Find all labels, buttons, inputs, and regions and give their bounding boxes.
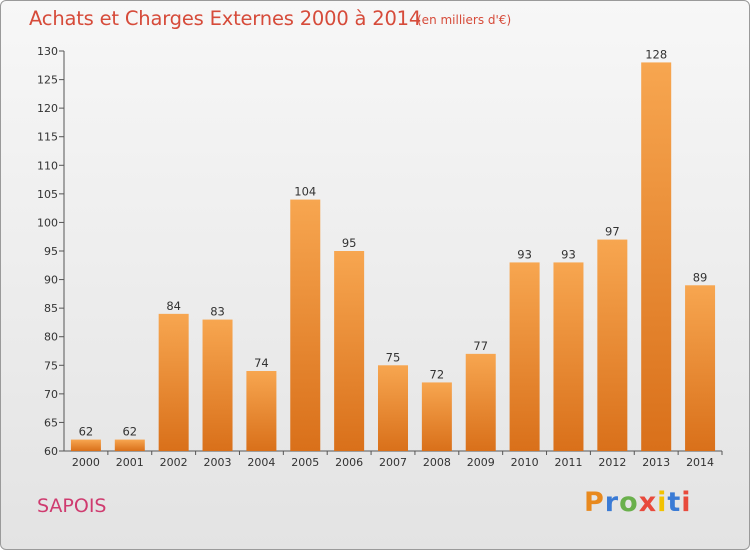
bar-2014 bbox=[685, 285, 716, 451]
bar-2011 bbox=[553, 262, 584, 451]
y-tick-label: 125 bbox=[37, 74, 58, 87]
labels: 62 62 84 83 74 104 95 75 72 77 93 93 97 128 89 bbox=[79, 47, 708, 438]
y-tick-label: 105 bbox=[37, 188, 58, 201]
x-tick-label: 2010 bbox=[511, 456, 539, 469]
value-label-2003: 83 bbox=[210, 305, 225, 319]
bar-2006 bbox=[334, 251, 365, 451]
value-label-2008: 72 bbox=[430, 367, 445, 381]
x-tick-label: 2008 bbox=[423, 456, 451, 469]
y-tick-label: 75 bbox=[44, 359, 58, 372]
x-tick-label: 2007 bbox=[379, 456, 407, 469]
bar-2013 bbox=[641, 62, 672, 452]
x-tick-label: 2011 bbox=[554, 456, 582, 469]
bar-2005 bbox=[290, 199, 321, 451]
value-label-2009: 77 bbox=[473, 339, 488, 353]
logo-letter: r bbox=[604, 487, 620, 518]
y-tick-label: 60 bbox=[44, 445, 58, 458]
bar-2004 bbox=[246, 371, 277, 451]
value-label-2001: 62 bbox=[122, 425, 137, 439]
chart-title: Achats et Charges Externes 2000 à 2014 bbox=[29, 7, 422, 30]
bar-2012 bbox=[597, 239, 628, 451]
y-tick-label: 120 bbox=[37, 102, 58, 115]
y-tick-label: 95 bbox=[44, 245, 58, 258]
bar-2010 bbox=[509, 262, 540, 451]
logo-letter: i bbox=[681, 487, 692, 518]
bar-2000 bbox=[70, 439, 101, 451]
bar-2009 bbox=[465, 353, 496, 451]
x-tick-label: 2004 bbox=[247, 456, 275, 469]
y-tick-label: 115 bbox=[37, 131, 58, 144]
x-tick-label: 2001 bbox=[116, 456, 144, 469]
x-tick-label: 2009 bbox=[467, 456, 495, 469]
y-tick-label: 70 bbox=[44, 388, 58, 401]
value-label-2007: 75 bbox=[386, 350, 401, 364]
logo-letter: i bbox=[657, 487, 668, 518]
value-label-2011: 93 bbox=[561, 247, 576, 261]
x-tick-label: 2003 bbox=[204, 456, 232, 469]
y-tick-label: 130 bbox=[37, 45, 58, 58]
value-label-2005: 104 bbox=[294, 185, 316, 199]
bar-2002 bbox=[158, 313, 189, 451]
x-tick-label: 2000 bbox=[72, 456, 100, 469]
y-tick-label: 110 bbox=[37, 159, 58, 172]
value-label-2006: 95 bbox=[342, 236, 357, 250]
bar-2001 bbox=[114, 439, 145, 451]
bar-2007 bbox=[378, 365, 408, 451]
y-tick-label: 80 bbox=[44, 331, 58, 344]
bar-2003 bbox=[202, 319, 233, 451]
y-tick-label: 85 bbox=[44, 302, 58, 315]
logo-letter: P bbox=[584, 487, 605, 518]
logo-letter: t bbox=[667, 487, 682, 518]
y-tick-label: 65 bbox=[44, 416, 58, 429]
logo-letter: o bbox=[619, 487, 639, 518]
value-label-2013: 128 bbox=[645, 47, 667, 61]
value-label-2000: 62 bbox=[79, 425, 94, 439]
chart-unit: (en milliers d'€) bbox=[417, 13, 512, 27]
commune-name: SAPOIS bbox=[37, 495, 107, 517]
x-tick-label: 2012 bbox=[598, 456, 626, 469]
x-tick-label: 2013 bbox=[642, 456, 670, 469]
bar-2008 bbox=[421, 382, 452, 451]
value-label-2012: 97 bbox=[605, 225, 620, 239]
value-label-2010: 93 bbox=[517, 247, 532, 261]
value-label-2014: 89 bbox=[693, 270, 708, 284]
x-tick-label: 2006 bbox=[335, 456, 363, 469]
x-tick-label: 2002 bbox=[160, 456, 188, 469]
x-tick-label: 2014 bbox=[686, 456, 714, 469]
proxiti-logo[interactable]: Proxiti bbox=[584, 487, 692, 518]
bars bbox=[70, 62, 716, 452]
value-label-2004: 74 bbox=[254, 356, 269, 370]
logo-letter: x bbox=[638, 487, 658, 518]
x-tick-label: 2005 bbox=[291, 456, 319, 469]
value-label-2002: 84 bbox=[166, 299, 181, 313]
y-tick-label: 90 bbox=[44, 274, 58, 287]
y-tick-label: 100 bbox=[37, 216, 58, 229]
